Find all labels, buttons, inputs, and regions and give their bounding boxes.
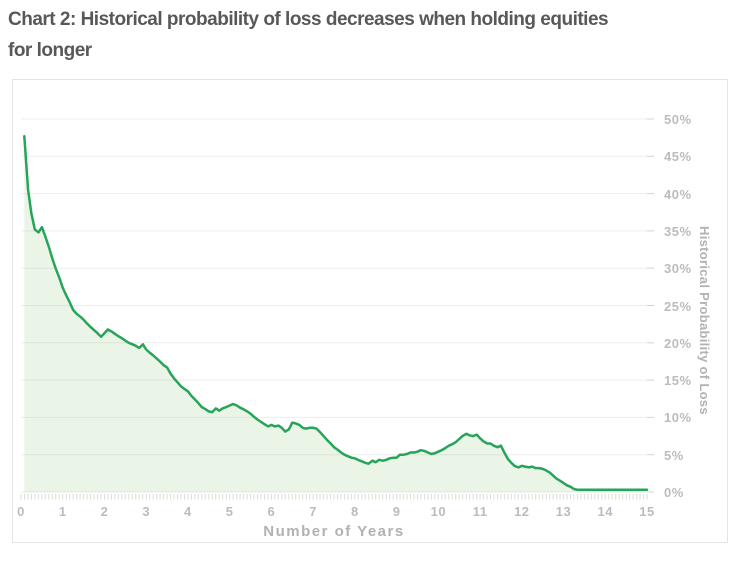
x-tick-label: 13: [555, 504, 572, 519]
x-tick-label: 11: [472, 504, 488, 519]
probability-loss-line: [23, 134, 649, 492]
y-tick-label: 30%: [664, 261, 692, 277]
x-tick-label: 12: [514, 504, 530, 519]
y-tick-label: 40%: [664, 186, 692, 202]
x-tick-label: 7: [309, 504, 317, 519]
x-tick-label: 2: [100, 504, 109, 519]
chart-plot-area: [20, 118, 654, 500]
x-tick-label: 14: [597, 504, 613, 519]
x-tick-label: 0: [17, 504, 25, 519]
x-tick-label: 4: [184, 504, 192, 519]
x-axis-title: Number of Years: [263, 523, 405, 540]
y-tick-label: 20%: [664, 335, 692, 351]
x-tick-label: 8: [350, 504, 359, 519]
y-tick-label: 35%: [664, 223, 692, 239]
x-tick-label: 9: [392, 504, 401, 519]
x-tick-label: 1: [58, 504, 67, 519]
y-axis-title: Historical Probability of Loss: [697, 226, 712, 415]
probability-area-fill: [24, 136, 648, 492]
y-tick-label: 0%: [664, 485, 684, 500]
y-tick-label: 10%: [664, 410, 692, 426]
y-tick-label: 25%: [664, 298, 692, 314]
x-tick-label: 5: [225, 504, 234, 519]
x-tick-label: 10: [430, 504, 447, 519]
y-tick-label: 15%: [664, 373, 692, 389]
y-tick-label: 50%: [664, 112, 692, 127]
y-tick-label: 45%: [664, 149, 692, 165]
y-tick-label: 5%: [664, 447, 684, 463]
chart-title-line-2: for longer: [8, 40, 92, 61]
x-tick-label: 3: [142, 504, 151, 519]
chart-title-line-1: Chart 2: Historical probability of loss …: [8, 9, 609, 30]
x-tick-label: 15: [639, 504, 655, 519]
x-tick-label: 6: [267, 504, 276, 519]
chart-title: Chart 2: Historical probability of loss …: [8, 4, 609, 66]
